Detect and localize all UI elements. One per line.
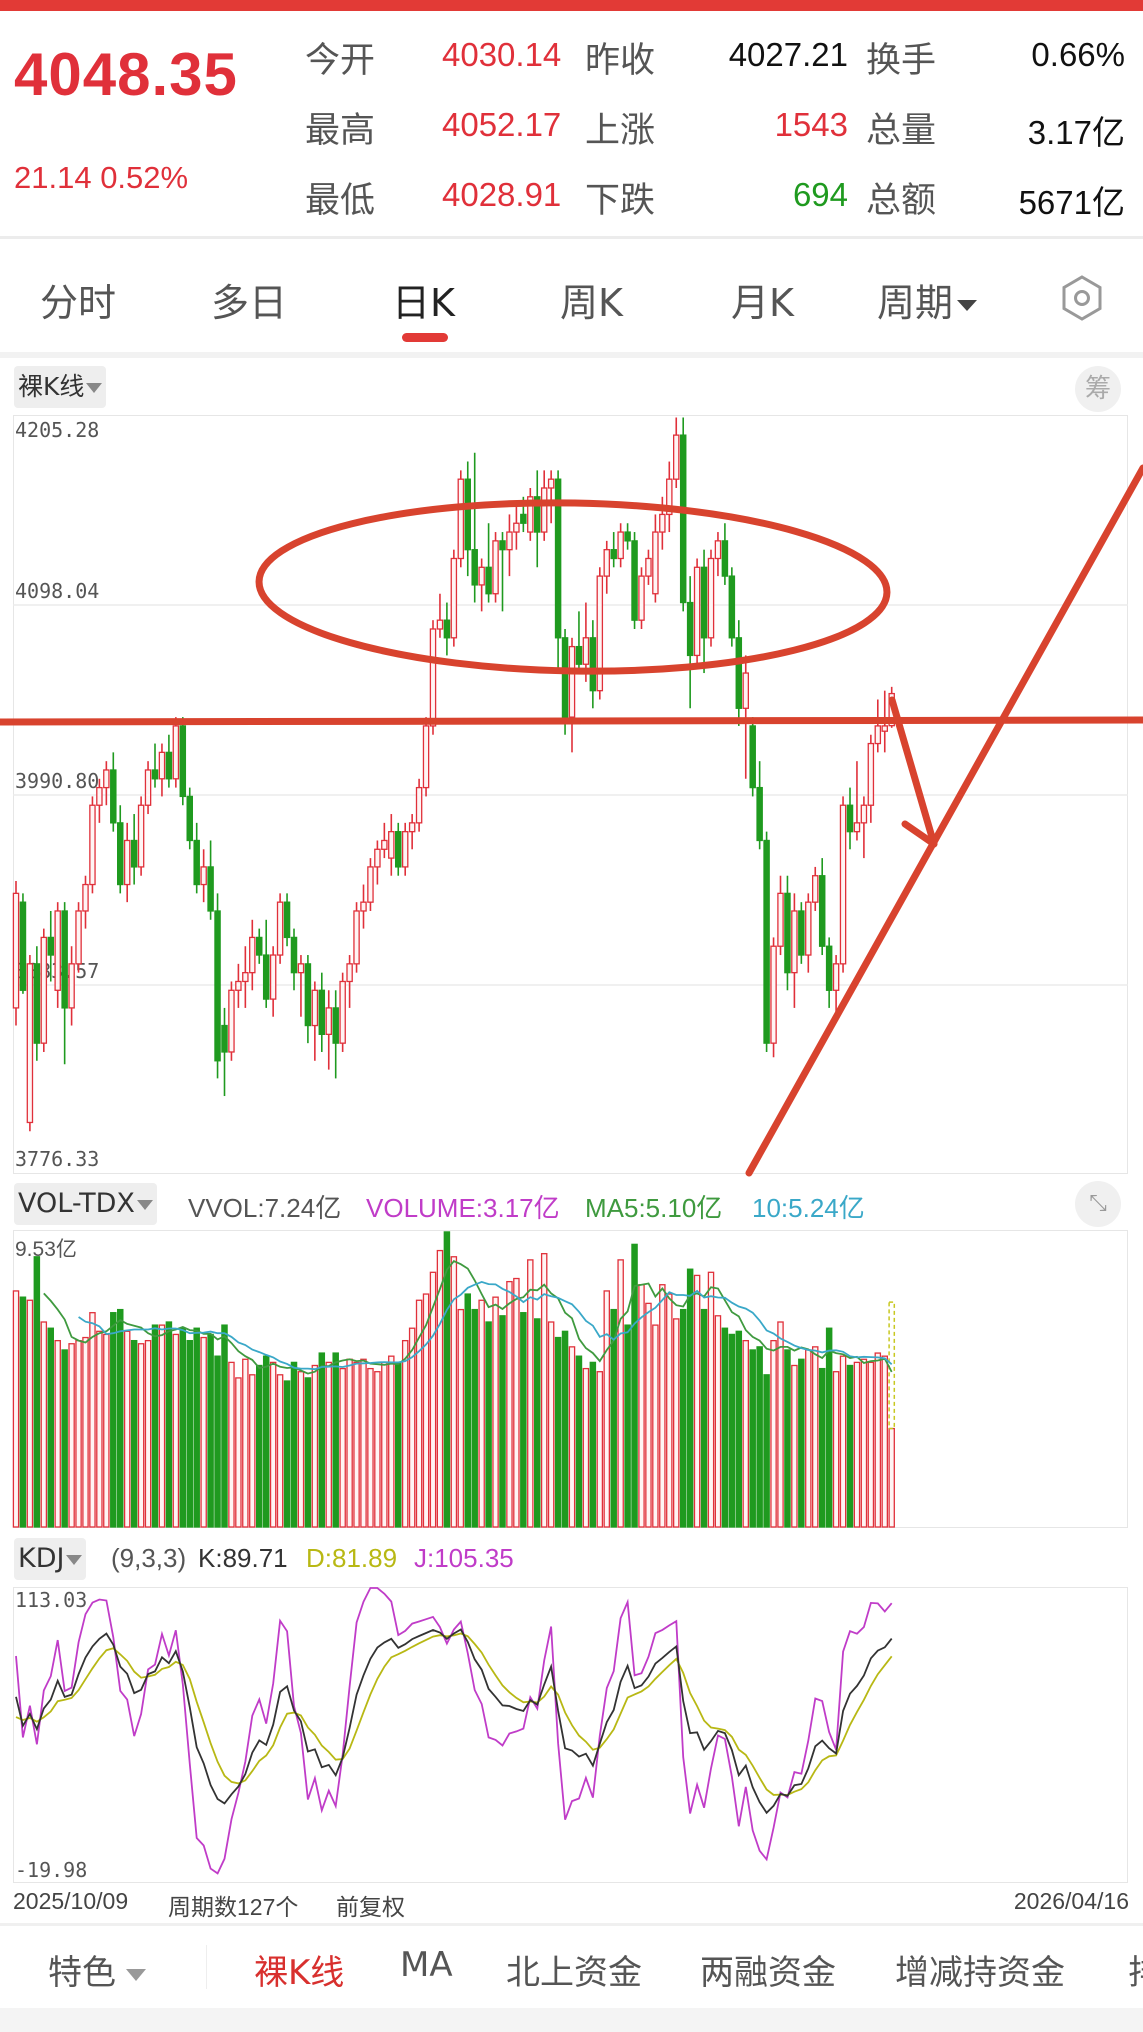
hexagon-settings-icon[interactable] xyxy=(1058,274,1106,322)
volume-chart-panel[interactable] xyxy=(13,1230,1128,1528)
vvol-legend: VVOL:7.24亿 xyxy=(188,1193,342,1223)
kdj-k-legend: K:89.71 xyxy=(198,1543,288,1573)
tab-separator xyxy=(206,1945,207,1989)
kdj-d-legend: D:81.89 xyxy=(306,1543,398,1573)
high-value: 4052.17 xyxy=(442,106,562,143)
end-date: 2026/04/16 xyxy=(1013,1888,1129,1914)
decliners-value: 694 xyxy=(792,176,848,213)
volume-y-max: 9.53亿 xyxy=(15,1238,77,1261)
y-label-min: 3776.33 xyxy=(15,1147,100,1171)
feature-label: 特色 xyxy=(48,1953,116,1993)
y-label: 4098.04 xyxy=(15,579,100,603)
y-label: 3883.57 xyxy=(15,959,100,983)
amount-label: 总额 xyxy=(866,181,937,221)
volume-value: 3.17亿 xyxy=(1027,114,1125,151)
kline-indicator-label: 裸K线 xyxy=(18,372,85,401)
tab-daily-k[interactable]: 日K xyxy=(392,281,455,325)
dropdown-triangle-icon xyxy=(66,1554,83,1565)
tab-multi-day[interactable]: 多日 xyxy=(211,281,288,325)
chevron-down-icon xyxy=(957,300,978,311)
bottom-tab-margin[interactable]: 两融资金 xyxy=(700,1953,836,1993)
open-value: 4030.14 xyxy=(442,36,562,73)
expand-arrows-icon[interactable]: ⤡ xyxy=(1075,1181,1121,1227)
y-label: 3990.80 xyxy=(15,769,100,793)
top-accent-bar xyxy=(0,0,1143,11)
volume-indicator-label: VOL-TDX xyxy=(18,1188,135,1219)
kdj-j-legend: J:105.35 xyxy=(414,1543,514,1573)
low-value: 4028.91 xyxy=(442,176,562,213)
advancers-value: 1543 xyxy=(774,106,848,143)
kline-indicator-select[interactable]: 裸K线 xyxy=(14,366,107,408)
tabs-divider xyxy=(0,352,1143,358)
kdj-y-max: 113.03 xyxy=(15,1588,88,1612)
tab-period-dropdown[interactable]: 周期 xyxy=(877,272,978,327)
tab-period-label: 周期 xyxy=(877,281,954,325)
open-label: 今开 xyxy=(305,41,376,81)
period-count: 周期数127个 xyxy=(168,1894,299,1920)
last-price: 4048.35 xyxy=(14,41,238,108)
volume-indicator-select[interactable]: VOL-TDX xyxy=(14,1183,157,1225)
low-label: 最低 xyxy=(305,181,376,221)
price-change: 21.14 0.52% xyxy=(14,160,189,195)
dropdown-triangle-icon xyxy=(86,383,103,393)
kdj-indicator-label: KDJ xyxy=(18,1543,65,1574)
prev-close-label: 昨收 xyxy=(585,41,656,81)
y-label-max: 4205.28 xyxy=(15,418,100,442)
bottom-tab-ma[interactable]: MA xyxy=(400,1945,453,1985)
amount-value: 5671亿 xyxy=(1018,184,1125,221)
tab-intraday[interactable]: 分时 xyxy=(40,281,117,325)
bottom-tab-northbound[interactable]: 北上资金 xyxy=(506,1953,642,1993)
volume-label: 总量 xyxy=(866,111,937,151)
header-divider xyxy=(0,236,1143,239)
active-tab-indicator xyxy=(402,333,448,342)
feature-dropdown[interactable]: 特色 xyxy=(48,1945,146,1994)
dropdown-triangle-icon xyxy=(126,1968,146,1981)
tab-monthly-k[interactable]: 月K xyxy=(731,281,794,325)
kdj-params: (9,3,3) xyxy=(111,1543,187,1573)
turnover-label: 换手 xyxy=(866,41,937,81)
ma5-legend: MA5:5.10亿 xyxy=(585,1193,723,1223)
price-chart-panel[interactable] xyxy=(13,415,1128,1174)
volume-legend: VOLUME:3.17亿 xyxy=(366,1193,560,1223)
tab-weekly-k[interactable]: 周K xyxy=(560,281,623,325)
kdj-chart-panel[interactable] xyxy=(13,1587,1128,1883)
decliners-label: 下跌 xyxy=(585,181,656,221)
dropdown-triangle-icon xyxy=(136,1199,153,1210)
prev-close-value: 4027.21 xyxy=(728,36,848,73)
footer-divider xyxy=(0,1923,1143,1926)
bottom-tab-holdings-change[interactable]: 增减持资金 xyxy=(895,1953,1065,1993)
turnover-value: 0.66% xyxy=(1031,36,1125,73)
advancers-label: 上涨 xyxy=(585,111,656,151)
kdj-y-min: -19.98 xyxy=(15,1858,88,1882)
ma10-legend: 10:5.24亿 xyxy=(752,1193,865,1223)
chip-distribution-button[interactable]: 筹 xyxy=(1075,366,1121,412)
start-date: 2025/10/09 xyxy=(13,1888,129,1914)
bottom-bar xyxy=(0,2008,1143,2032)
bottom-tab-truncated[interactable]: 排 xyxy=(1128,1945,1143,1994)
high-label: 最高 xyxy=(305,111,376,151)
bottom-tab-naked-k[interactable]: 裸K线 xyxy=(254,1953,345,1993)
price-adjust-mode[interactable]: 前复权 xyxy=(336,1894,405,1920)
kdj-indicator-select[interactable]: KDJ xyxy=(14,1538,87,1580)
